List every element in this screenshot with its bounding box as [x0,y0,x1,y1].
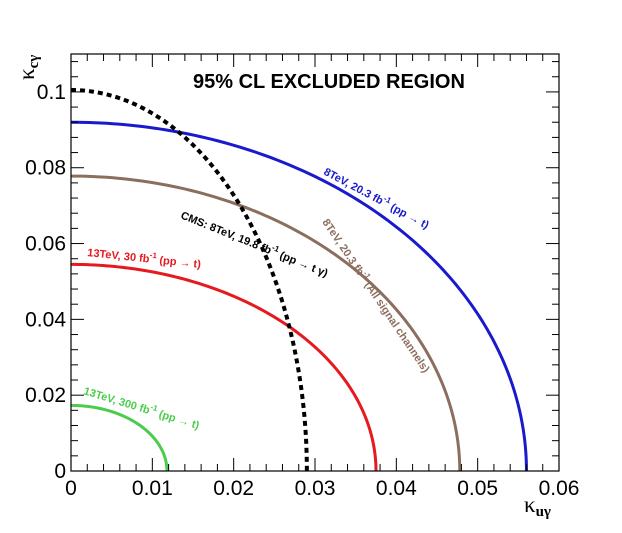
label-cms-8tev: CMS: 8TeV, 19.8 fb-1 (pp → t γ) [179,207,331,280]
x-tick-label: 0.05 [457,477,498,500]
y-axis-title: κcγ [14,55,42,80]
y-tick-label: 0.1 [37,81,66,104]
y-tick-label: 0.04 [25,308,66,331]
curves-layer [70,88,528,472]
label-8tev-pp-t: 8TeV, 20.3 fb-1 (pp → t) [322,163,433,231]
y-tick-label: 0.02 [25,384,66,407]
chart-title: 95% CL EXCLUDED REGION [193,71,465,93]
x-axis-title: κuγ [524,492,551,520]
curve-series-0 [70,120,528,472]
x-tick-label: 0.01 [132,477,173,500]
x-tick-label: 0.03 [295,477,336,500]
x-tick-label: 0 [65,477,77,500]
curve-series-3 [71,403,169,471]
curve-series-4 [70,88,309,472]
y-tick-label: 0 [54,460,66,483]
x-tick-label: 0.02 [213,477,254,500]
x-tick-label: 0.06 [539,477,580,500]
label-8tev-all-channels: 8TeV, 20.3 fb-1 (All signal channels) [320,215,435,375]
curve-series-2 [70,262,378,472]
curve-series-1 [70,174,462,472]
y-tick-label: 0.06 [25,233,66,256]
y-tick-label: 0.08 [25,157,66,180]
x-tick-label: 0.04 [376,477,417,500]
ticks-layer: 0 0.01 0.02 0.03 0.04 0.05 0.06 0 0.02 0.04 0.06 0.… [25,54,579,500]
